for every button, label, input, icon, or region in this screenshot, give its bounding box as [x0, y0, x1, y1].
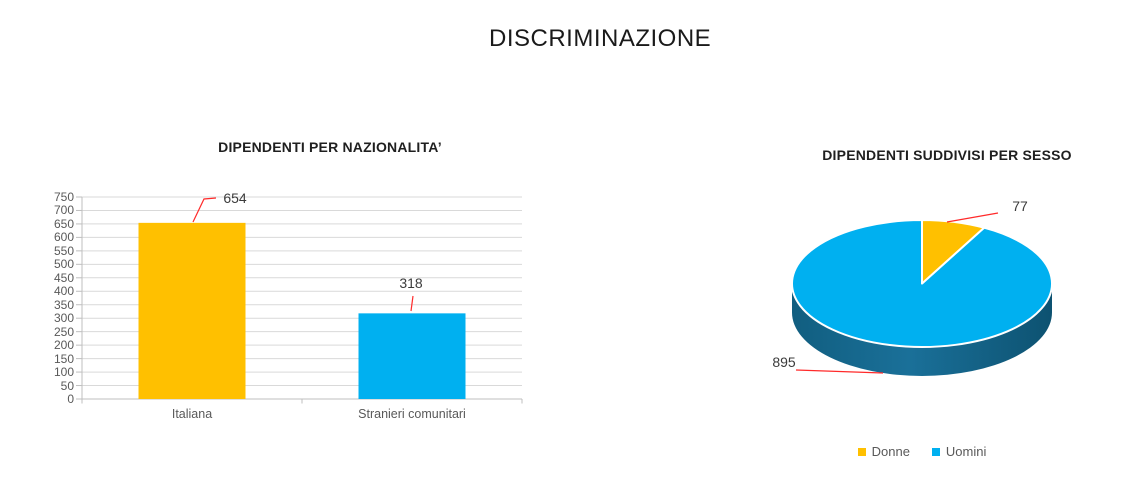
pie-data-label-uomini: 895: [772, 354, 796, 370]
legend-label-donne: Donne: [871, 444, 910, 459]
bar-data-label-stranieri: 318: [399, 275, 423, 291]
y-tick-label: 100: [53, 365, 74, 380]
pie-slice-donne: [921, 219, 986, 285]
pie-legend: Donne Uomini: [762, 444, 1082, 459]
pie-3d-side: [792, 283, 1052, 376]
bar-data-label-italiana: 654: [223, 190, 247, 206]
legend-item-uomini: Uomini: [931, 444, 987, 459]
x-category-label: Italiana: [171, 407, 213, 421]
donne-swatch-icon: [857, 447, 866, 456]
y-tick-label: 300: [53, 311, 74, 326]
y-tick-label: 550: [53, 243, 74, 258]
y-tick-label: 350: [53, 297, 74, 312]
y-tick-label: 250: [53, 324, 74, 339]
leader-line-318: [410, 295, 414, 312]
y-tick-label: 700: [53, 203, 74, 218]
bar-italiana: [138, 222, 246, 399]
y-tick-label: 50: [60, 378, 74, 393]
x-category-label: Stranieri comunitari: [358, 407, 466, 421]
bar-stranieri-comunitari: [358, 313, 466, 399]
y-tick-label: 400: [53, 284, 74, 299]
leader-line-654: [192, 197, 217, 223]
legend-label-uomini: Uomini: [945, 444, 987, 459]
pie-slice-uomini: [791, 219, 1053, 348]
y-tick-label: 500: [53, 257, 74, 272]
legend-item-donne: Donne: [857, 444, 910, 459]
pie-data-label-donne: 77: [1012, 198, 1028, 214]
y-tick-label: 600: [53, 230, 74, 245]
uomini-swatch-icon: [931, 447, 940, 456]
pie-chart-title: DIPENDENTI SUDDIVISI PER SESSO: [822, 147, 1072, 163]
leader-line-77: [946, 212, 999, 223]
y-tick-label: 200: [53, 338, 74, 353]
y-tick-label: 0: [67, 392, 74, 406]
y-tick-label: 650: [53, 216, 74, 231]
y-tick-label: 450: [53, 270, 74, 285]
leader-line-895: [795, 369, 884, 374]
y-tick-label: 150: [53, 351, 74, 366]
y-tick-label: 750: [53, 190, 74, 204]
page-title: DISCRIMINAZIONE: [489, 25, 712, 52]
bar-chart-title: DIPENDENTI PER NAZIONALITA’: [218, 139, 442, 155]
